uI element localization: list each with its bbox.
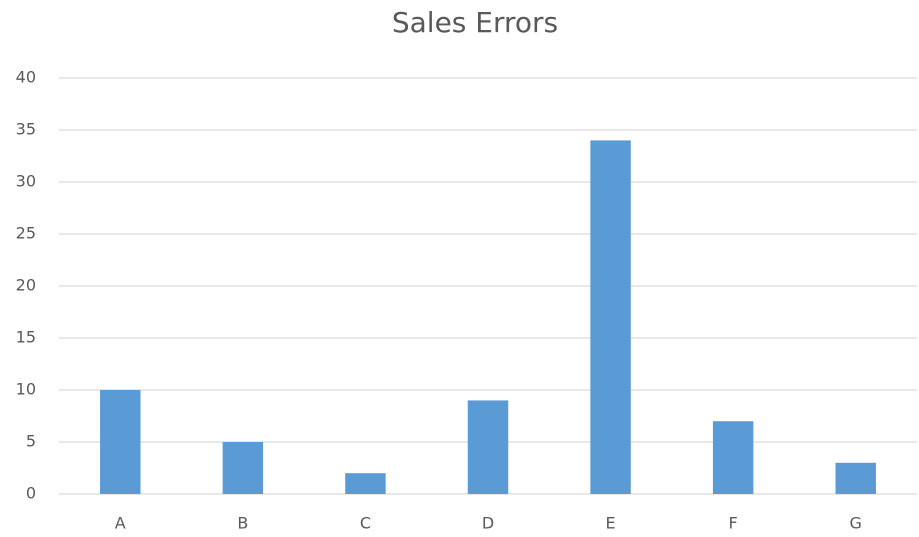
x-tick-label: C xyxy=(360,514,371,533)
x-tick-label: F xyxy=(729,514,738,533)
y-tick-label: 15 xyxy=(16,328,36,347)
y-tick-label: 5 xyxy=(26,432,36,451)
bar xyxy=(222,442,264,494)
bar xyxy=(835,462,876,494)
bar xyxy=(712,421,754,494)
y-tick-label: 20 xyxy=(16,276,36,295)
bar xyxy=(467,400,509,494)
y-tick-label: 0 xyxy=(26,484,36,503)
y-tick-label: 40 xyxy=(16,68,36,87)
x-tick-label: A xyxy=(115,514,126,533)
y-tick-label: 35 xyxy=(16,120,36,139)
x-tick-label: B xyxy=(237,514,248,533)
bar xyxy=(100,390,141,494)
y-tick-label: 10 xyxy=(16,380,36,399)
y-tick-label: 30 xyxy=(16,172,36,191)
x-tick-label: D xyxy=(482,514,494,533)
chart-title: Sales Errors xyxy=(392,6,558,39)
x-tick-label: G xyxy=(850,514,862,533)
y-tick-label: 25 xyxy=(16,224,36,243)
bar xyxy=(590,140,631,494)
bar xyxy=(345,473,386,494)
x-tick-label: E xyxy=(606,514,616,533)
